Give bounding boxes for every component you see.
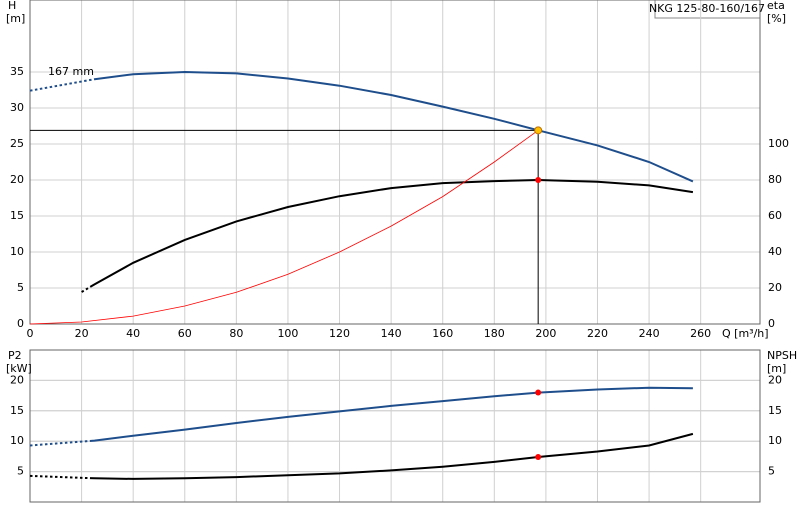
duty-point bbox=[534, 126, 543, 135]
y2-tick-label: 100 bbox=[768, 137, 789, 150]
x-tick-label: 0 bbox=[27, 327, 34, 340]
y2-tick-label: 5 bbox=[768, 465, 775, 478]
y2-tick-label: 80 bbox=[768, 173, 782, 186]
y-axis-label: H bbox=[8, 0, 16, 12]
y-tick-label: 10 bbox=[10, 245, 24, 258]
y2-tick-label: 15 bbox=[768, 404, 782, 417]
duty-point bbox=[535, 177, 542, 183]
x-tick-label: 40 bbox=[126, 327, 140, 340]
y2-tick-label: 10 bbox=[768, 434, 782, 447]
y-axis-unit: [kW] bbox=[6, 362, 32, 375]
x-tick-label: 260 bbox=[690, 327, 711, 340]
x-tick-label: 100 bbox=[277, 327, 298, 340]
annotation: 167 mm bbox=[48, 65, 94, 78]
x-axis-label: Q [m³/h] bbox=[722, 327, 769, 340]
y2-tick-label: 60 bbox=[768, 209, 782, 222]
series-line bbox=[29, 70, 694, 183]
series-line bbox=[29, 432, 694, 480]
x-tick-label: 120 bbox=[329, 327, 350, 340]
y2-axis-label: NPSH bbox=[767, 349, 797, 362]
x-tick-label: 160 bbox=[432, 327, 453, 340]
x-tick-label: 80 bbox=[229, 327, 243, 340]
chart-title: NKG 125-80-160/167 bbox=[649, 2, 765, 15]
x-tick-label: 180 bbox=[484, 327, 505, 340]
series-line bbox=[81, 178, 694, 293]
x-tick-label: 60 bbox=[178, 327, 192, 340]
series-line bbox=[29, 386, 693, 447]
y-tick-label: 15 bbox=[10, 209, 24, 222]
y-tick-label: 35 bbox=[10, 65, 24, 78]
y-tick-label: 25 bbox=[10, 137, 24, 150]
y2-tick-label: 0 bbox=[768, 317, 775, 330]
y-axis-unit: [m] bbox=[6, 12, 25, 25]
x-tick-label: 240 bbox=[639, 327, 660, 340]
y-tick-label: 20 bbox=[10, 373, 24, 386]
plot-frame bbox=[29, 0, 761, 325]
y2-tick-label: 20 bbox=[768, 281, 782, 294]
y-tick-label: 5 bbox=[17, 465, 24, 478]
x-tick-label: 200 bbox=[535, 327, 556, 340]
y2-tick-label: 40 bbox=[768, 245, 782, 258]
duty-point bbox=[535, 454, 542, 461]
y2-tick-label: 20 bbox=[768, 373, 782, 386]
y-tick-label: 5 bbox=[17, 281, 24, 294]
x-tick-label: 220 bbox=[587, 327, 608, 340]
x-tick-label: 20 bbox=[75, 327, 89, 340]
series-line bbox=[29, 129, 539, 325]
y2-axis-unit: [m] bbox=[767, 362, 786, 375]
y2-axis-label: eta bbox=[767, 0, 785, 12]
y2-axis-unit: [%] bbox=[767, 12, 786, 25]
y-tick-label: 20 bbox=[10, 173, 24, 186]
y-axis-label: P2 bbox=[8, 349, 22, 362]
y-tick-label: 0 bbox=[17, 317, 24, 330]
x-tick-label: 140 bbox=[381, 327, 402, 340]
y-tick-label: 30 bbox=[10, 101, 24, 114]
y-tick-label: 10 bbox=[10, 434, 24, 447]
duty-point bbox=[535, 389, 542, 396]
plot-frame bbox=[29, 349, 761, 503]
y-tick-label: 15 bbox=[10, 404, 24, 417]
